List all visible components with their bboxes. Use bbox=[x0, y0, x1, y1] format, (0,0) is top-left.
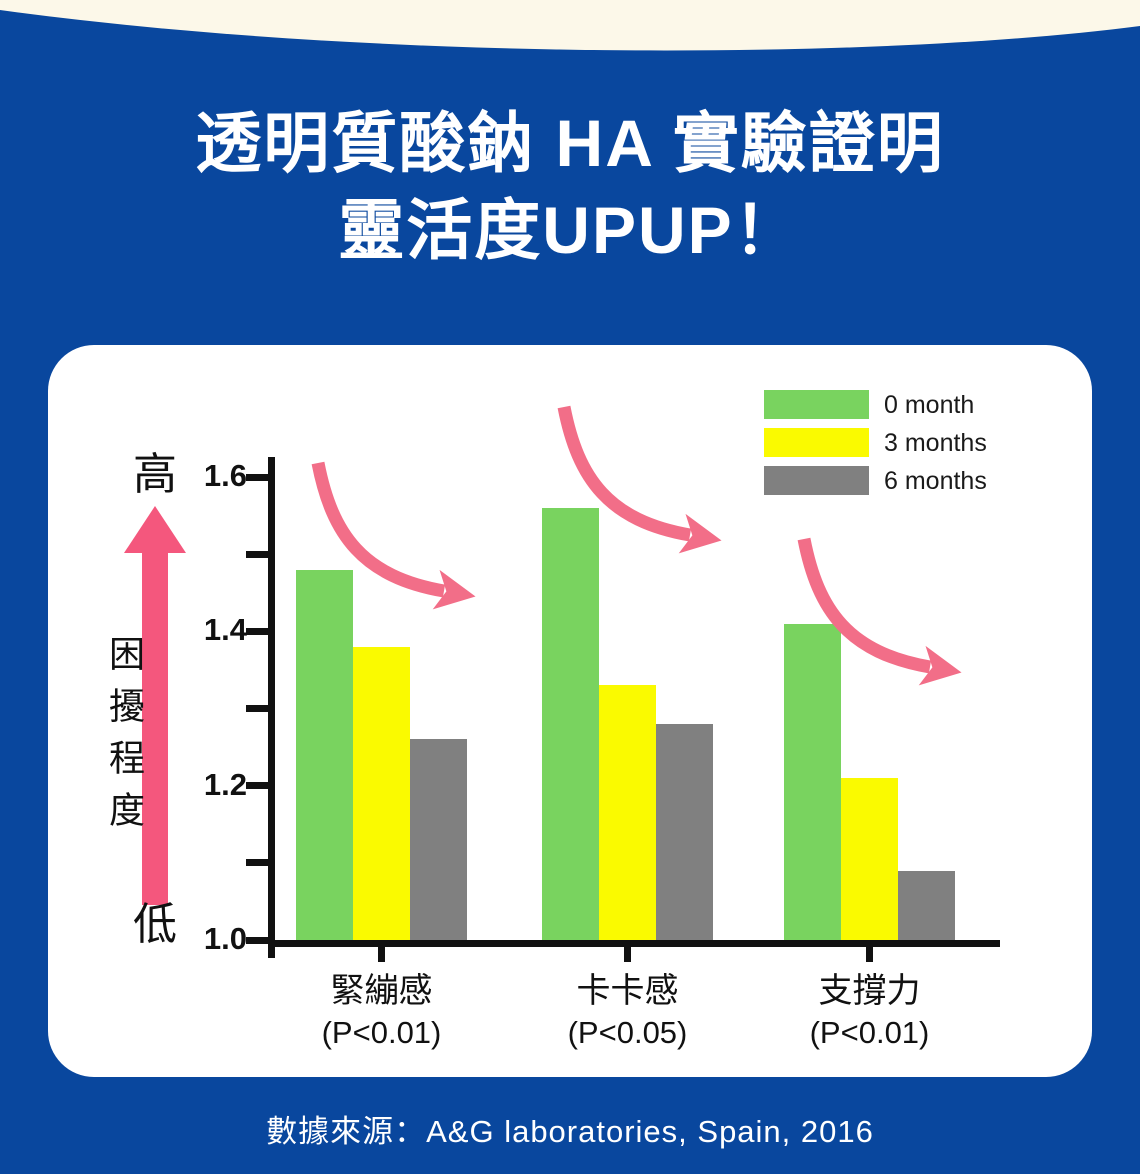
legend-swatch bbox=[764, 428, 869, 457]
x-tick-2 bbox=[624, 945, 631, 962]
y-tick-1.0 bbox=[246, 936, 268, 944]
bar-緊繃感-3-months bbox=[353, 646, 410, 940]
y-axis-label: 困擾程度 bbox=[104, 635, 145, 843]
chart-legend: 0 month 3 months 6 months bbox=[764, 390, 1064, 504]
category-p-value: (P<0.05) bbox=[567, 1014, 688, 1050]
y-tick-1.6 bbox=[246, 473, 268, 481]
page-title: 透明質酸鈉 HA 實驗證明 靈活度UPUP！ bbox=[0, 100, 1140, 274]
bar-卡卡感-3-months bbox=[599, 685, 656, 940]
y-tick-1.1 bbox=[246, 859, 268, 867]
title-line-1: 透明質酸鈉 HA 實驗證明 bbox=[195, 106, 945, 180]
legend-label: 3 months bbox=[884, 429, 987, 457]
bar-卡卡感-0-month bbox=[542, 507, 599, 940]
legend-row-3-months: 3 months bbox=[764, 428, 1064, 457]
chart-card: 高 困擾程度 低 1.0 1.2 1.4 1.6 緊繃感 (P<0.01) 卡卡感 (P<0.… bbox=[48, 345, 1092, 1077]
y-tick-1.4 bbox=[246, 627, 268, 635]
y-tick-label-1.2: 1.2 bbox=[203, 766, 247, 802]
y-tick-1.2 bbox=[246, 782, 268, 790]
up-arrow-icon bbox=[124, 506, 186, 553]
category-p-value: (P<0.01) bbox=[809, 1014, 930, 1050]
y-low-label: 低 bbox=[133, 900, 177, 949]
bar-支撐力-3-months bbox=[841, 777, 898, 940]
legend-label: 0 month bbox=[884, 391, 975, 419]
y-tick-label-1.0: 1.0 bbox=[203, 921, 247, 956]
bar-緊繃感-6-months bbox=[410, 739, 467, 940]
legend-row-6-months: 6 months bbox=[764, 466, 1064, 495]
x-category-label-3: 支撐力 (P<0.01) bbox=[760, 970, 980, 1053]
bar-支撐力-6-months bbox=[898, 870, 955, 940]
y-tick-label-1.4: 1.4 bbox=[203, 612, 247, 648]
data-source: 數據來源：A&G laboratories, Spain, 2016 bbox=[266, 1114, 874, 1149]
bar-緊繃感-0-month bbox=[296, 569, 353, 940]
bar-chart-plot: 1.0 1.2 1.4 1.6 緊繃感 (P<0.01) 卡卡感 (P<0.05) 支撐力 (P<… bbox=[48, 345, 1092, 1077]
up-arrow-shaft bbox=[142, 551, 168, 905]
bar-卡卡感-6-months bbox=[656, 723, 713, 940]
y-tick-1.3 bbox=[246, 705, 268, 712]
legend-swatch bbox=[764, 466, 869, 495]
top-curve-decoration bbox=[0, 0, 1140, 51]
x-tick-3 bbox=[866, 945, 873, 962]
y-tick-label-1.6: 1.6 bbox=[203, 458, 247, 493]
title-line-2: 靈活度UPUP！ bbox=[338, 193, 802, 268]
category-name: 緊繃感 bbox=[330, 972, 433, 1010]
bar-支撐力-0-month bbox=[784, 623, 841, 940]
legend-row-0-month: 0 month bbox=[764, 390, 1064, 419]
legend-label: 6 months bbox=[884, 467, 987, 495]
y-tick-1.5 bbox=[246, 550, 268, 558]
category-name: 卡卡感 bbox=[576, 972, 679, 1010]
category-p-value: (P<0.01) bbox=[321, 1014, 442, 1050]
y-axis-line bbox=[268, 457, 275, 958]
x-tick-1 bbox=[378, 945, 385, 962]
category-name: 支撐力 bbox=[818, 972, 921, 1010]
x-axis-line bbox=[268, 940, 1000, 947]
legend-swatch bbox=[764, 390, 869, 419]
x-category-label-1: 緊繃感 (P<0.01) bbox=[272, 970, 492, 1053]
x-category-label-2: 卡卡感 (P<0.05) bbox=[518, 970, 738, 1053]
y-high-label: 高 bbox=[133, 450, 177, 499]
